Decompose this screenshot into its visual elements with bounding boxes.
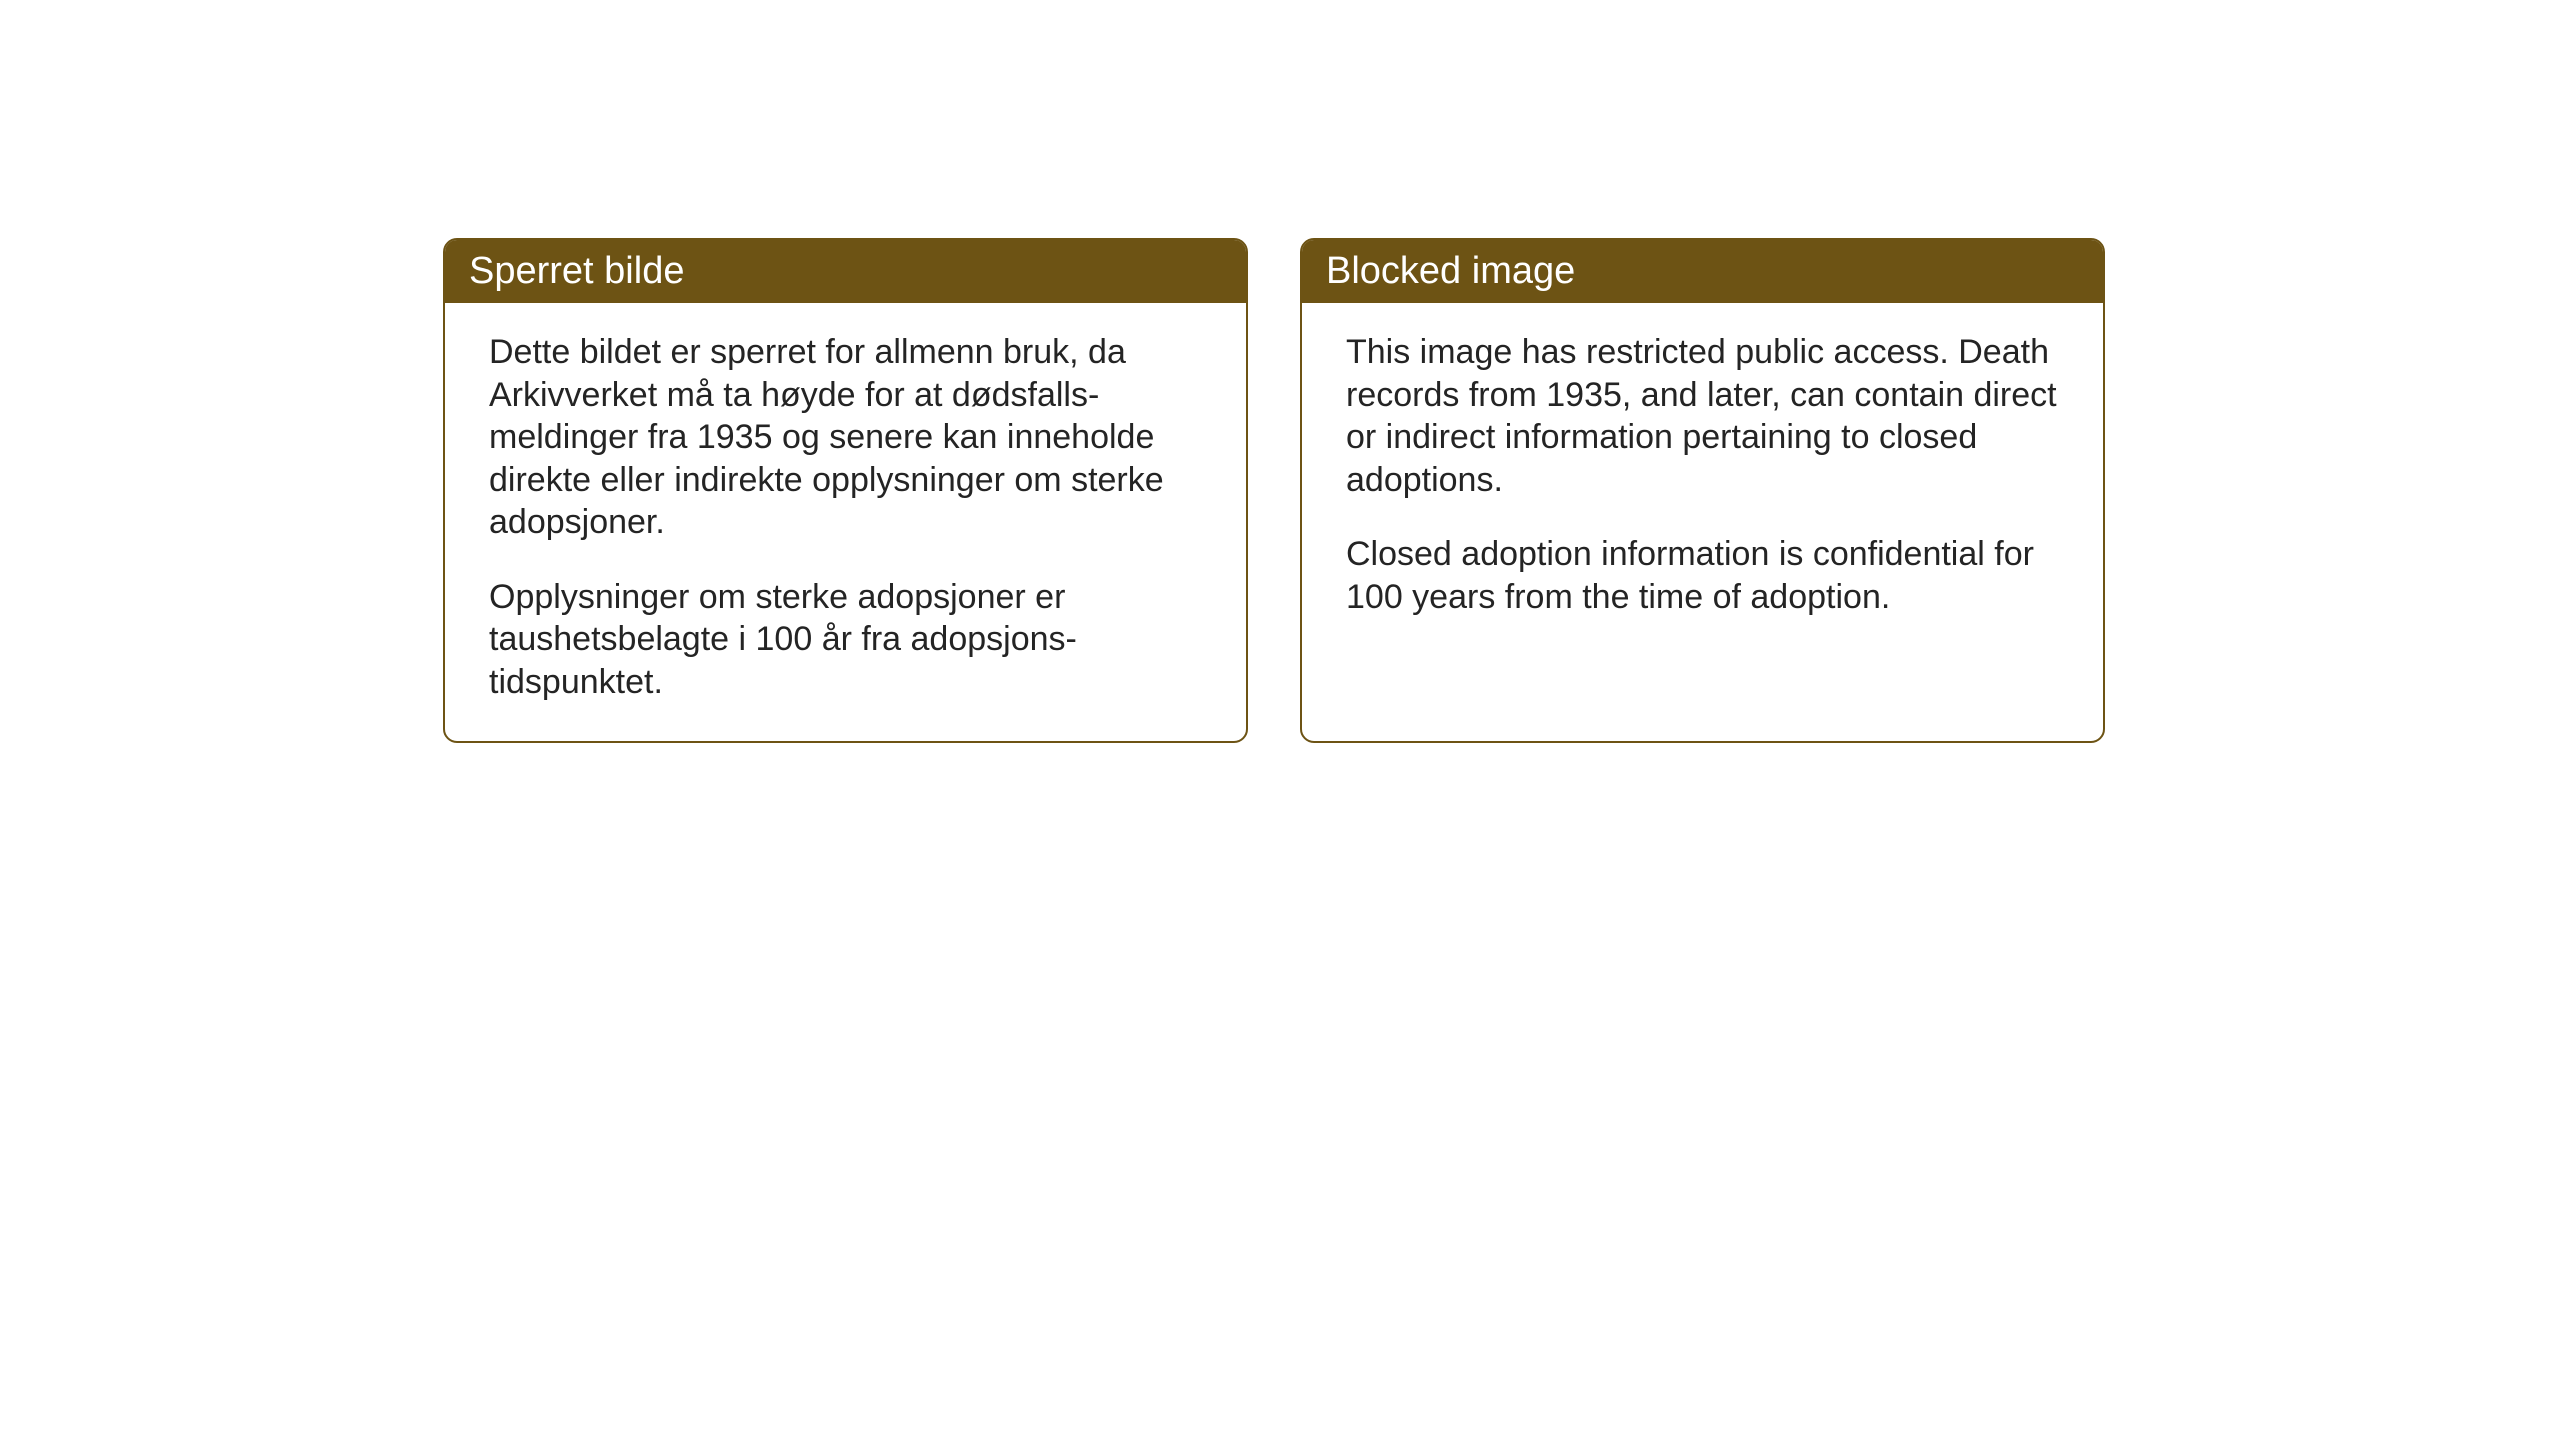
card-title-english: Blocked image bbox=[1326, 250, 1575, 292]
card-header-english: Blocked image bbox=[1302, 240, 2103, 303]
card-body-norwegian: Dette bildet er sperret for allmenn bruk… bbox=[445, 303, 1246, 741]
card-paragraph-2-norwegian: Opplysninger om sterke adopsjoner er tau… bbox=[489, 576, 1202, 704]
card-title-norwegian: Sperret bilde bbox=[469, 250, 684, 292]
card-norwegian: Sperret bilde Dette bildet er sperret fo… bbox=[443, 238, 1248, 743]
card-english: Blocked image This image has restricted … bbox=[1300, 238, 2105, 743]
card-body-english: This image has restricted public access.… bbox=[1302, 303, 2103, 656]
card-paragraph-2-english: Closed adoption information is confident… bbox=[1346, 533, 2059, 618]
card-paragraph-1-english: This image has restricted public access.… bbox=[1346, 331, 2059, 501]
card-paragraph-1-norwegian: Dette bildet er sperret for allmenn bruk… bbox=[489, 331, 1202, 544]
cards-container: Sperret bilde Dette bildet er sperret fo… bbox=[443, 238, 2105, 743]
card-header-norwegian: Sperret bilde bbox=[445, 240, 1246, 303]
